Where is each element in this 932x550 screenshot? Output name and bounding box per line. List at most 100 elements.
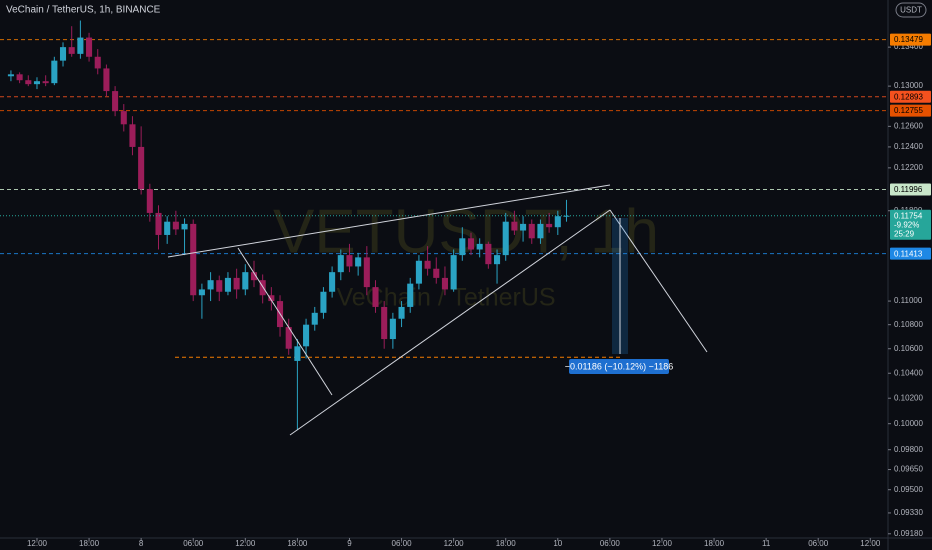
- y-tick-label: 0.13400: [894, 42, 923, 51]
- candle-body: [520, 223, 527, 231]
- candle-body: [476, 243, 483, 250]
- x-tick-label: 06:00: [183, 539, 204, 548]
- drawings: [167, 184, 708, 436]
- y-tick-label: 0.09500: [894, 485, 923, 494]
- x-tick-label: 12:00: [860, 539, 881, 548]
- candle-body: [372, 287, 379, 307]
- x-tick-label: 12:00: [235, 539, 256, 548]
- candle-body: [86, 37, 93, 57]
- candle-body: [355, 257, 362, 267]
- price-level-label: 0.12755: [894, 106, 923, 115]
- candle-body: [33, 81, 41, 85]
- candle-body: [233, 277, 240, 290]
- current-price-label: 0.11754: [894, 211, 923, 220]
- candle-body: [502, 221, 509, 256]
- trend-line: [289, 209, 611, 436]
- y-tick-label: 0.10400: [894, 368, 923, 377]
- price-level-label: 0.13479: [894, 35, 923, 44]
- candle-body: [77, 37, 84, 54]
- price-level-label: 0.11413: [894, 249, 923, 258]
- currency-button[interactable]: [895, 2, 927, 18]
- y-tick-label: 0.10200: [894, 393, 923, 402]
- candle-body: [138, 146, 145, 190]
- x-tick-label: 10: [553, 539, 562, 548]
- x-tick-label: 06:00: [600, 539, 621, 548]
- candle-body: [459, 238, 466, 256]
- x-tick-label: 12:00: [444, 539, 465, 548]
- price-level-label: 0.12893: [894, 92, 923, 101]
- price-level-label: 0.11996: [894, 185, 923, 194]
- candle-body: [190, 223, 197, 296]
- candle-body: [198, 289, 205, 296]
- measure-label: −0.01186 (−10.12%) −1186: [565, 361, 674, 371]
- candle-body: [303, 324, 310, 347]
- candle-body: [467, 238, 475, 250]
- candle-body: [363, 257, 370, 288]
- y-tick-label: 0.12600: [894, 121, 923, 130]
- candle-body: [120, 111, 127, 125]
- candle-body: [424, 260, 431, 269]
- candle-body: [389, 318, 396, 340]
- trend-line: [237, 247, 333, 396]
- x-tick-label: 9: [347, 539, 352, 548]
- candle-body: [381, 306, 388, 340]
- candle-body: [337, 255, 344, 273]
- candle-body: [485, 243, 492, 265]
- candle-body: [415, 260, 422, 284]
- y-tick-label: 0.10000: [894, 419, 923, 428]
- candle-body: [224, 277, 231, 292]
- candle-body: [441, 277, 448, 290]
- x-tick-label: 06:00: [808, 539, 829, 548]
- candle-body: [51, 60, 58, 84]
- candle-body: [537, 223, 544, 239]
- currency-button-label[interactable]: USDT: [900, 6, 922, 15]
- candle-body: [103, 68, 110, 92]
- price-level-tag: [890, 104, 931, 117]
- candle-body: [546, 223, 553, 228]
- x-tick-label: 18:00: [79, 539, 100, 548]
- price-level-tag: [890, 183, 931, 196]
- candle-body: [216, 280, 223, 292]
- candle-body: [554, 216, 561, 228]
- candle-body: [146, 189, 153, 213]
- candle-body: [59, 47, 67, 61]
- candle-body: [511, 221, 518, 231]
- trend-line: [167, 184, 611, 258]
- candle-body: [407, 283, 414, 307]
- y-tick-label: 0.09180: [894, 529, 923, 538]
- candle-body: [493, 255, 501, 265]
- candle-body: [172, 221, 179, 230]
- candle-body: [563, 215, 570, 217]
- candle-body: [94, 56, 101, 69]
- x-tick-label: 8: [139, 539, 144, 548]
- x-tick-label: 18:00: [496, 539, 517, 548]
- x-tick-label: 06:00: [392, 539, 413, 548]
- x-tick-label: 18:00: [704, 539, 725, 548]
- candle-body: [259, 280, 266, 296]
- candle-body: [42, 81, 49, 84]
- candle-body: [268, 295, 275, 302]
- candle-body: [294, 346, 301, 361]
- projection-line: [609, 209, 708, 353]
- measure-label-bg: [569, 359, 669, 374]
- candle-body: [207, 280, 214, 290]
- candle-body: [68, 47, 75, 54]
- current-price-countdown: 25:29: [894, 229, 915, 238]
- chart-title: VeChain / TetherUS, 1h, BINANCE: [6, 5, 161, 16]
- candle-body: [311, 312, 318, 325]
- candle-body: [129, 124, 136, 147]
- x-tick-label: 11: [762, 539, 771, 548]
- candle-body: [346, 255, 353, 267]
- candle-body: [528, 223, 535, 239]
- price-level-tag: [890, 90, 931, 103]
- x-tick-label: 12:00: [27, 539, 48, 548]
- candle-body: [242, 272, 249, 290]
- candle-body: [7, 74, 14, 77]
- y-tick-label: 0.12200: [894, 163, 923, 172]
- y-tick-label: 0.11000: [894, 296, 923, 305]
- y-tick-label: 0.10600: [894, 344, 923, 353]
- candle-body: [181, 223, 188, 230]
